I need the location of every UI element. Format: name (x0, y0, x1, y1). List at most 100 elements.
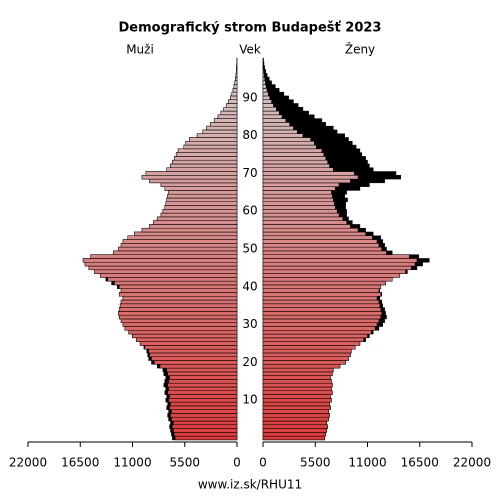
female-shared (263, 326, 375, 330)
female-shared (263, 274, 400, 278)
x-tick-label: 16500 (61, 456, 99, 470)
male-shared (128, 236, 237, 240)
female-shared (263, 77, 265, 81)
male-shared (190, 137, 238, 141)
female-shared (263, 247, 382, 251)
male-shared (174, 432, 237, 436)
female-shared (263, 436, 325, 440)
male-shared (134, 232, 237, 236)
age-tick-label: 50 (242, 242, 257, 256)
female-shared (263, 308, 381, 312)
center-label: Vek (239, 43, 261, 57)
x-tick-label: 11000 (113, 456, 151, 470)
male-shared (83, 258, 237, 262)
male-shared (168, 391, 237, 395)
female-shared (263, 429, 327, 433)
male-shared (120, 304, 237, 308)
female-shared (263, 202, 334, 206)
male-shared (136, 338, 237, 342)
male-shared (169, 379, 237, 383)
male-shared (235, 77, 237, 81)
female-shared (263, 213, 339, 217)
female-shared (263, 345, 355, 349)
male-shared (85, 262, 237, 266)
female-shared (263, 107, 276, 111)
female-shared (263, 209, 337, 213)
male-shared (123, 240, 237, 244)
female-shared (263, 224, 350, 228)
male-shared (168, 194, 237, 198)
female-shared (263, 141, 314, 145)
male-shared (163, 209, 237, 213)
footer: www.iz.sk/RHU11 (198, 478, 302, 492)
male-shared (125, 326, 237, 330)
male-shared (167, 368, 237, 372)
male-shared (234, 85, 237, 89)
age-tick-label: 70 (242, 166, 257, 180)
male-shared (149, 349, 237, 353)
female-shared (263, 217, 343, 221)
female-shared (263, 69, 264, 73)
female-shared (263, 103, 273, 107)
male-shared (121, 319, 237, 323)
age-tick-label: 30 (242, 317, 257, 331)
female-shared (263, 379, 331, 383)
male-shared (171, 413, 238, 417)
male-shared (153, 221, 237, 225)
age-tick-label: 10 (242, 393, 257, 407)
female-shared (263, 130, 297, 134)
male-shared (171, 164, 238, 168)
male-shared (218, 115, 237, 119)
male-shared (172, 160, 237, 164)
female-shared (263, 338, 364, 342)
x-tick-label: 0 (259, 456, 267, 470)
female-shared (263, 342, 360, 346)
female-shared (263, 285, 381, 289)
female-shared (263, 277, 392, 281)
female-shared (263, 236, 372, 240)
female-shared (263, 289, 379, 293)
male-shared (174, 156, 237, 160)
female-shared (263, 357, 349, 361)
male-shared (133, 334, 238, 338)
male-shared (142, 228, 237, 232)
male-shared (160, 364, 237, 368)
female-shared (263, 137, 311, 141)
female-shared (263, 410, 329, 414)
female-shared (263, 432, 326, 436)
male-shared (168, 383, 237, 387)
female-shared (263, 85, 266, 89)
female-shared (263, 175, 358, 179)
male-shared (89, 266, 237, 270)
male-shared (150, 353, 237, 357)
male-shared (129, 330, 237, 334)
age-tick-label: 80 (242, 128, 257, 142)
female-shared (263, 153, 324, 157)
age-tick-label: 20 (242, 355, 257, 369)
male-shared (145, 345, 237, 349)
male-shared (169, 190, 237, 194)
female-shared (263, 330, 371, 334)
male-shared (123, 296, 237, 300)
male-shared (119, 292, 237, 296)
x-tick-label: 16500 (401, 456, 439, 470)
female-shared (263, 232, 366, 236)
female-shared (263, 402, 330, 406)
male-shared (165, 206, 237, 210)
female-shared (263, 270, 406, 274)
female-shared (263, 92, 268, 96)
female-shared (263, 251, 387, 255)
male-shared (170, 395, 237, 399)
male-shared (224, 107, 237, 111)
male-shared (173, 429, 237, 433)
male-shared (118, 311, 237, 315)
male-shared (175, 436, 237, 440)
male-shared (108, 277, 237, 281)
male-shared (118, 247, 237, 251)
male-shared (119, 315, 237, 319)
female-shared (263, 368, 333, 372)
female-shared (263, 156, 326, 160)
male-shared (114, 251, 238, 255)
male-shared (214, 119, 237, 123)
male-shared (121, 300, 237, 304)
